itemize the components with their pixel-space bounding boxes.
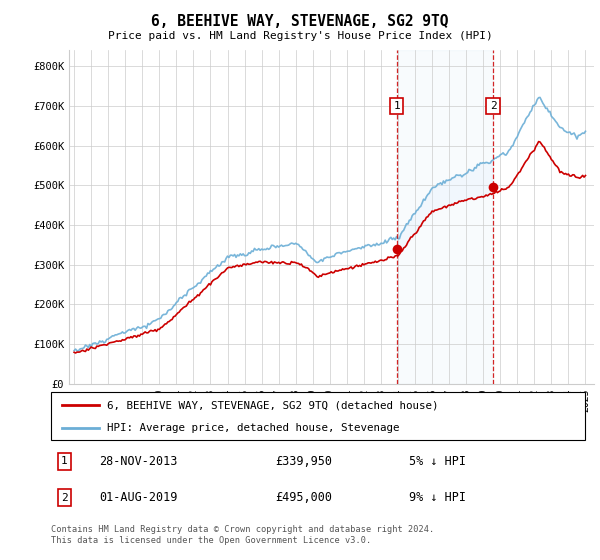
Text: 2: 2: [61, 493, 68, 503]
Text: 28-NOV-2013: 28-NOV-2013: [99, 455, 178, 468]
Text: HPI: Average price, detached house, Stevenage: HPI: Average price, detached house, Stev…: [107, 423, 400, 433]
Text: 1: 1: [61, 456, 68, 466]
Text: 01-AUG-2019: 01-AUG-2019: [99, 491, 178, 504]
Text: 2: 2: [490, 101, 496, 111]
Text: 1: 1: [393, 101, 400, 111]
Text: £495,000: £495,000: [275, 491, 332, 504]
Text: Price paid vs. HM Land Registry's House Price Index (HPI): Price paid vs. HM Land Registry's House …: [107, 31, 493, 41]
Text: 6, BEEHIVE WAY, STEVENAGE, SG2 9TQ: 6, BEEHIVE WAY, STEVENAGE, SG2 9TQ: [151, 14, 449, 29]
Text: 9% ↓ HPI: 9% ↓ HPI: [409, 491, 466, 504]
Text: £339,950: £339,950: [275, 455, 332, 468]
Text: 6, BEEHIVE WAY, STEVENAGE, SG2 9TQ (detached house): 6, BEEHIVE WAY, STEVENAGE, SG2 9TQ (deta…: [107, 400, 439, 410]
Text: Contains HM Land Registry data © Crown copyright and database right 2024.
This d: Contains HM Land Registry data © Crown c…: [51, 525, 434, 545]
Text: 5% ↓ HPI: 5% ↓ HPI: [409, 455, 466, 468]
